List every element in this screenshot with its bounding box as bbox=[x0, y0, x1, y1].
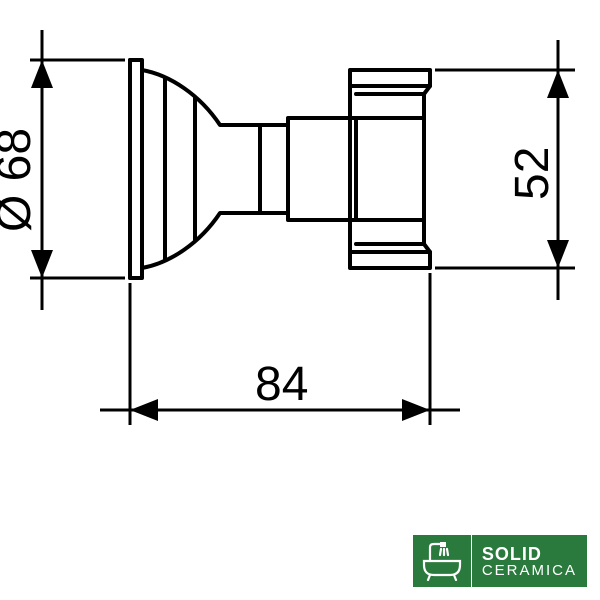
solid-ceramica-badge: SOLID CERAMICA bbox=[412, 534, 588, 588]
dimension-diameter-68: Ø 68 bbox=[0, 30, 125, 310]
dimension-height-52: 52 bbox=[435, 40, 575, 300]
part-outline bbox=[130, 60, 430, 278]
dimension-width-84: 84 bbox=[100, 273, 460, 425]
badge-line1: SOLID bbox=[482, 545, 577, 563]
badge-text: SOLID CERAMICA bbox=[472, 534, 588, 588]
dim-label-width: 84 bbox=[255, 358, 308, 411]
dim-label-diameter: Ø 68 bbox=[0, 128, 41, 232]
dim-label-height: 52 bbox=[506, 147, 559, 200]
badge-line2: CERAMICA bbox=[482, 563, 577, 578]
dimension-drawing: Ø 68 52 84 bbox=[0, 0, 600, 600]
bathtub-icon bbox=[412, 534, 472, 588]
